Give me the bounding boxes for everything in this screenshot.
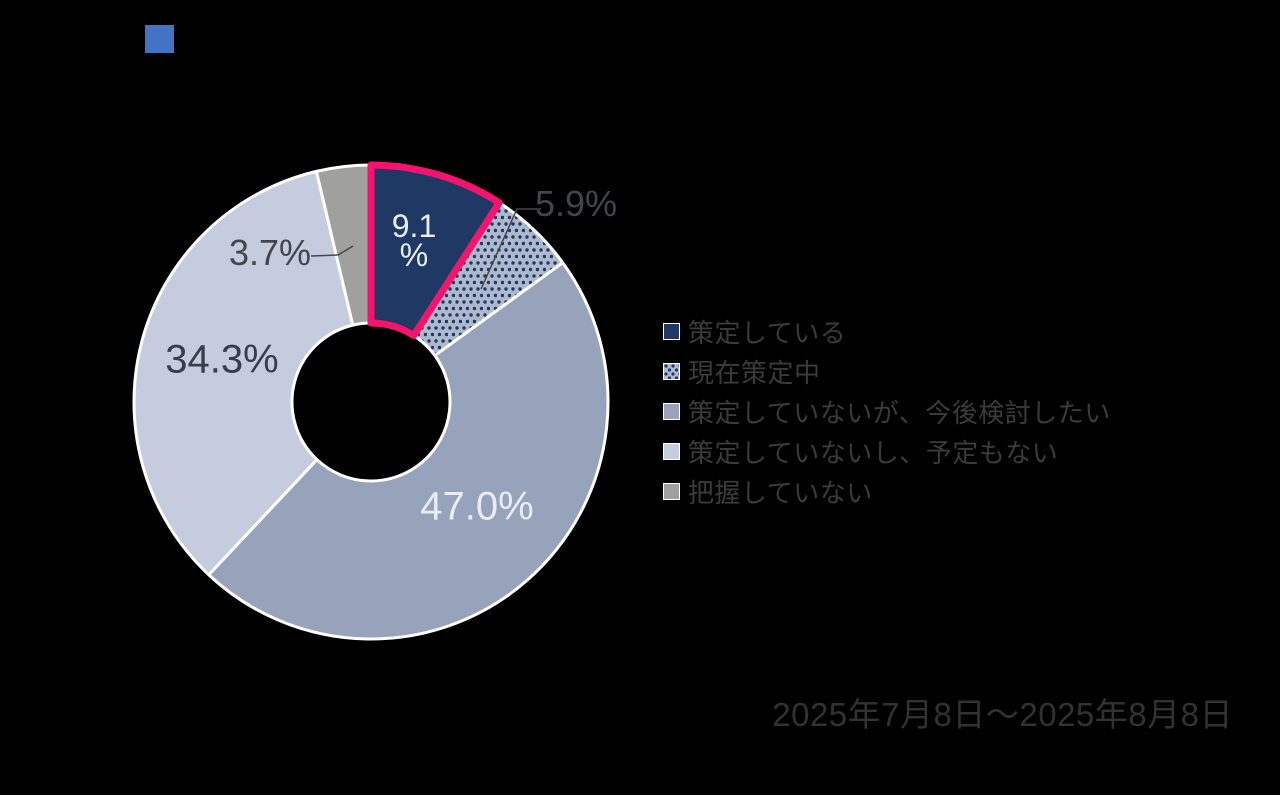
legend-item-yotei-monai: 策定していないし、予定もない xyxy=(663,431,1111,471)
slice-label-9-1-line1: 9.1 xyxy=(391,208,437,244)
legend-item-genzai-sakuteichuu: 現在策定中 xyxy=(663,351,1111,391)
legend-label: 策定していないし、予定もない xyxy=(688,437,1059,468)
legend-label: 現在策定中 xyxy=(688,357,821,388)
legend-item-sakutei-shiteiru: 策定している xyxy=(663,311,1111,351)
slice-label-47-0: 47.0% xyxy=(420,484,534,529)
legend-swatch-light-blue-gray xyxy=(663,442,680,460)
title-bullet-marker xyxy=(145,25,174,53)
leader-line-3-7 xyxy=(310,245,354,257)
legend-swatch-solid-navy xyxy=(663,322,680,340)
slice-label-34-3: 34.3% xyxy=(165,337,279,382)
slice-label-9-1: 9.1% xyxy=(392,210,436,273)
leader-line-5-9 xyxy=(480,208,541,290)
survey-period-text: 2025年7月8日～2025年8月8日 xyxy=(772,696,1233,733)
legend-item-haaku-shiteinai: 把握していない xyxy=(663,471,1111,511)
slice-label-3-7: 3.7% xyxy=(228,232,312,273)
legend-swatch-dotted xyxy=(663,362,680,380)
legend-label: 策定していないが、今後検討したい xyxy=(688,397,1111,428)
legend-swatch-gray xyxy=(663,482,680,500)
legend-swatch-blue-gray xyxy=(663,402,680,420)
pie-segment-2 xyxy=(207,261,610,641)
legend-label: 把握していない xyxy=(688,477,873,508)
slice-label-5-9: 5.9% xyxy=(534,183,618,224)
legend-item-kentou-shitai: 策定していないが、今後検討したい xyxy=(663,391,1111,431)
pie-segment-3 xyxy=(132,169,355,577)
highlighted-segment-outline xyxy=(367,161,503,340)
legend-label: 策定している xyxy=(688,317,847,348)
slice-label-9-1-line2: % xyxy=(399,237,429,273)
pie-wedges xyxy=(132,161,610,641)
chart-legend: 策定している 現在策定中 策定していないが、今後検討したい 策定していないし、予… xyxy=(663,311,1111,511)
